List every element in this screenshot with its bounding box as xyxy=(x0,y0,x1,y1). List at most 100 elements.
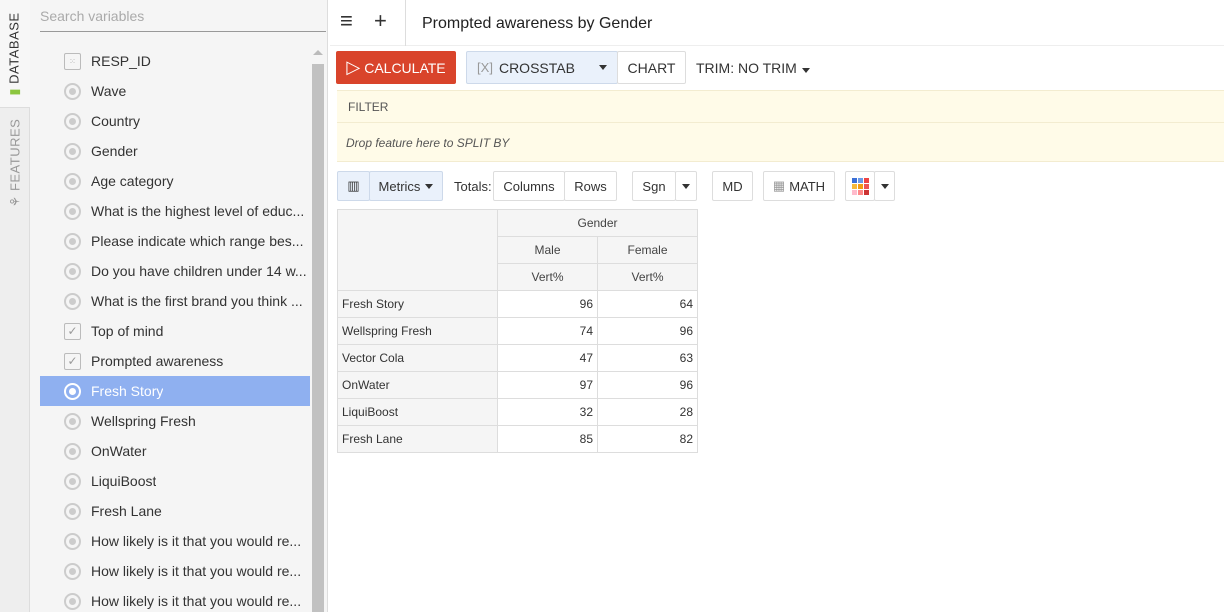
column-header: Male xyxy=(497,236,598,264)
scroll-thumb[interactable] xyxy=(312,64,324,612)
variable-item[interactable]: How likely is it that you would re... xyxy=(40,586,310,616)
variable-item[interactable]: Age category xyxy=(40,166,310,196)
dice-icon: ⁙ xyxy=(64,52,81,70)
variable-item[interactable]: Do you have children under 14 w... xyxy=(40,256,310,286)
scroll-up-icon[interactable] xyxy=(313,50,323,55)
chevron-down-icon xyxy=(425,183,434,189)
row-label: LiquiBoost xyxy=(337,398,498,426)
table-row: Wellspring Fresh 74 96 xyxy=(337,317,698,345)
calculator-icon: ▦ xyxy=(772,178,786,193)
variable-item[interactable]: ✓ Prompted awareness xyxy=(40,346,310,376)
radio-icon xyxy=(64,442,81,460)
table-row: Vector Cola 47 63 xyxy=(337,344,698,372)
divider xyxy=(405,0,406,46)
column-group-header: Gender xyxy=(497,209,698,237)
menu-icon[interactable]: ≡ xyxy=(340,8,353,33)
chart-button[interactable]: CHART xyxy=(617,51,686,84)
value-cell: 96 xyxy=(597,317,698,345)
radio-icon xyxy=(64,112,81,130)
radio-icon xyxy=(64,532,81,550)
column-header: Female xyxy=(597,236,698,264)
metrics-dropdown[interactable]: Metrics xyxy=(369,171,443,201)
variable-item[interactable]: Fresh Lane xyxy=(40,496,310,526)
variable-label: Please indicate which range bes... xyxy=(91,233,304,249)
variable-item[interactable]: Country xyxy=(40,106,310,136)
value-cell: 64 xyxy=(597,290,698,318)
page-title: Prompted awareness by Gender xyxy=(422,15,653,32)
tab-database[interactable]: ▮ DATABASE xyxy=(0,0,30,108)
variable-item[interactable]: ⁙ RESP_ID xyxy=(40,46,310,76)
variable-item[interactable]: Wave xyxy=(40,76,310,106)
sgn-button[interactable]: Sgn xyxy=(632,171,676,201)
value-cell: 97 xyxy=(497,371,598,399)
color-scheme-dropdown[interactable] xyxy=(874,171,895,201)
value-cell: 82 xyxy=(597,425,698,453)
variable-label: What is the highest level of educ... xyxy=(91,203,305,219)
row-label: Fresh Story xyxy=(337,290,498,318)
play-icon: ▷ xyxy=(346,57,361,77)
search-input[interactable]: Search variables xyxy=(40,2,326,32)
variable-label: RESP_ID xyxy=(91,53,151,69)
crosstab-button[interactable]: [X] CROSSTAB xyxy=(466,51,618,84)
totals-columns-button[interactable]: Columns xyxy=(493,171,565,201)
split-by-dropzone[interactable]: Drop feature here to SPLIT BY xyxy=(346,136,510,150)
row-label: OnWater xyxy=(337,371,498,399)
corner-cell xyxy=(337,209,498,291)
variable-label: Wave xyxy=(91,83,127,99)
variable-label: Country xyxy=(91,113,141,129)
checkbox-icon: ✓ xyxy=(64,352,81,370)
radio-icon xyxy=(64,142,81,160)
sgn-dropdown[interactable] xyxy=(675,171,697,201)
variable-item[interactable]: How likely is it that you would re... xyxy=(40,526,310,556)
add-icon[interactable]: + xyxy=(374,8,387,33)
scrollbar[interactable] xyxy=(311,50,325,612)
radio-icon xyxy=(64,562,81,580)
variable-item[interactable]: Fresh Story xyxy=(40,376,310,406)
color-scheme-button[interactable] xyxy=(845,171,875,201)
variable-item[interactable]: Wellspring Fresh xyxy=(40,406,310,436)
database-icon: ▮ xyxy=(7,83,23,96)
totals-label: Totals: xyxy=(454,179,492,194)
chevron-down-icon xyxy=(682,183,690,189)
variable-label: Gender xyxy=(91,143,138,159)
totals-rows-button[interactable]: Rows xyxy=(564,171,617,201)
palette-icon xyxy=(851,177,869,195)
calculate-button[interactable]: ▷ CALCULATE xyxy=(336,51,456,84)
chevron-down-icon xyxy=(801,68,810,73)
variable-label: Fresh Story xyxy=(91,383,164,399)
variable-label: How likely is it that you would re... xyxy=(91,593,302,609)
math-button[interactable]: ▦ MATH xyxy=(763,171,835,201)
top-bar: ≡ + Prompted awareness by Gender xyxy=(330,0,1224,46)
variable-item[interactable]: ✓ Top of mind xyxy=(40,316,310,346)
variable-item[interactable]: How likely is it that you would re... xyxy=(40,556,310,586)
variable-item[interactable]: Gender xyxy=(40,136,310,166)
value-cell: 96 xyxy=(497,290,598,318)
filter-dropzone[interactable]: FILTER Drop feature here to SPLIT BY xyxy=(337,90,1224,162)
table-row: Fresh Story 96 64 xyxy=(337,290,698,318)
radio-icon xyxy=(64,382,81,400)
variable-label: Do you have children under 14 w... xyxy=(91,263,307,279)
value-cell: 74 xyxy=(497,317,598,345)
variable-label: Age category xyxy=(91,173,174,189)
variable-item[interactable]: What is the first brand you think ... xyxy=(40,286,310,316)
variable-item[interactable]: Please indicate which range bes... xyxy=(40,226,310,256)
md-button[interactable]: MD xyxy=(712,171,753,201)
radio-icon xyxy=(64,472,81,490)
tab-features[interactable]: ⚘ FEATURES xyxy=(7,118,23,207)
value-cell: 96 xyxy=(597,371,698,399)
trim-dropdown[interactable]: TRIM: NO TRIM xyxy=(696,60,810,76)
variable-item[interactable]: OnWater xyxy=(40,436,310,466)
crosstab-table: Gender Male Female Vert% Vert% Fresh Story… xyxy=(337,209,698,453)
radio-icon xyxy=(64,592,81,610)
chevron-down-icon[interactable] xyxy=(598,65,607,70)
checkbox-icon: ✓ xyxy=(64,322,81,340)
variable-item[interactable]: What is the highest level of educ... xyxy=(40,196,310,226)
layout-icon[interactable]: ▥ xyxy=(337,171,370,201)
variable-item[interactable]: LiquiBoost xyxy=(40,466,310,496)
radio-icon xyxy=(64,172,81,190)
table-row: Fresh Lane 85 82 xyxy=(337,425,698,453)
metric-header: Vert% xyxy=(497,263,598,291)
radio-icon xyxy=(64,292,81,310)
metric-header: Vert% xyxy=(597,263,698,291)
variable-label: What is the first brand you think ... xyxy=(91,293,303,309)
